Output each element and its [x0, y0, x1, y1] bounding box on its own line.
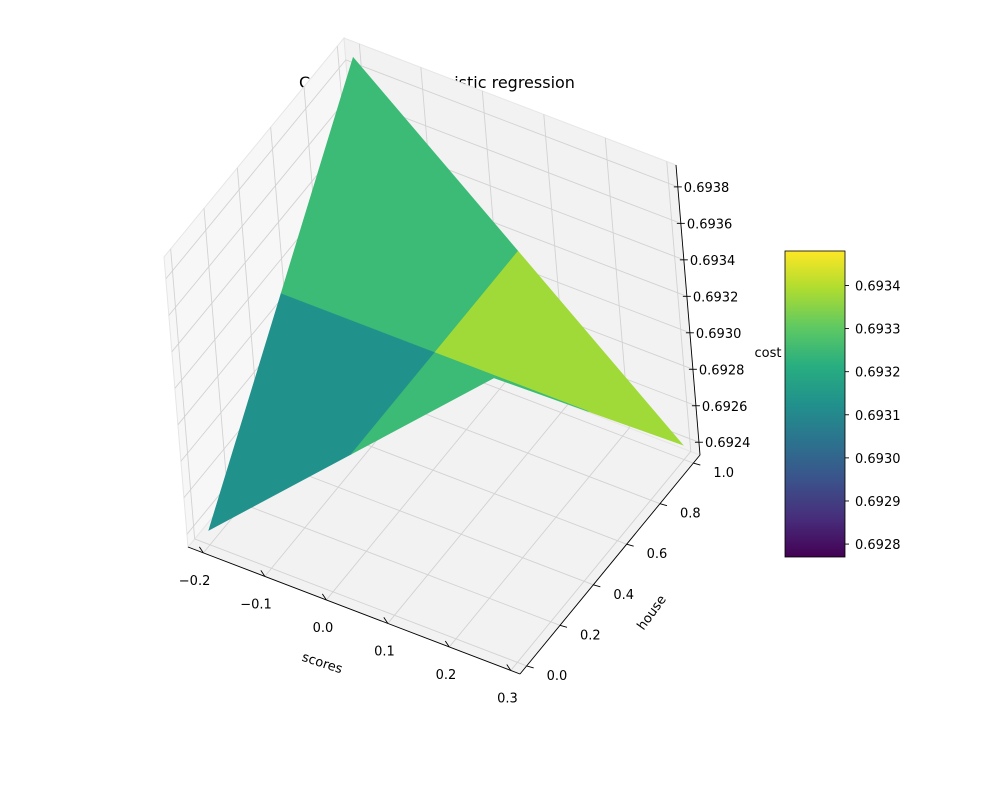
- x-tick-label: 0.0: [313, 621, 334, 636]
- z-axis-line: [675, 164, 701, 456]
- y-tick-mark: [593, 584, 601, 588]
- y-tick-label: 0.8: [680, 507, 701, 522]
- y-tick-label: 0.2: [580, 628, 601, 643]
- z-tick-label: 0.6930: [696, 327, 742, 342]
- x-axis-line: [187, 546, 521, 675]
- y-tick-label: 0.0: [547, 669, 568, 684]
- z-tick-label: 0.6938: [684, 181, 730, 196]
- x-tick-mark: [383, 617, 389, 624]
- x-grid-line: [448, 137, 630, 648]
- surface-plot: [208, 56, 684, 531]
- colorbar-tick-label: 0.6929: [855, 495, 901, 510]
- axes-lines: [187, 164, 701, 675]
- colorbar-gradient: [784, 250, 846, 558]
- x-tick-mark: [506, 664, 512, 671]
- z-tick-label: 0.6936: [687, 217, 733, 232]
- x-tick-label: −0.1: [240, 597, 272, 612]
- z-grid-line: [165, 59, 678, 280]
- z-tick-label: 0.6932: [693, 290, 739, 305]
- z-tick-label: 0.6934: [690, 254, 736, 269]
- x-tick-label: 0.1: [374, 644, 395, 659]
- colorbar-tick-label: 0.6928: [855, 538, 901, 553]
- x-grid-line: [510, 161, 692, 671]
- x-tick-mark: [260, 570, 266, 577]
- x-tick-mark: [198, 546, 204, 554]
- colorbar-tick-label: 0.6931: [855, 409, 901, 424]
- y-tick-mark: [526, 665, 534, 669]
- z-tick-label: 0.6928: [699, 363, 745, 378]
- colorbar: 0.6928 0.6929 0.6930 0.6931 0.6932 0.6933 0.69…: [784, 250, 901, 558]
- colorbar-tick-label: 0.6932: [855, 366, 901, 381]
- x-grid-line: [387, 114, 569, 624]
- z-tick-label: 0.6926: [702, 400, 748, 415]
- y-tick-label: 0.4: [613, 588, 634, 603]
- z-tick-label: 0.6924: [705, 436, 751, 451]
- x-tick-mark: [444, 640, 450, 648]
- colorbar-tick-label: 0.6930: [855, 452, 901, 467]
- x-tick-label: 0.3: [497, 691, 518, 706]
- y-tick-mark: [626, 543, 634, 547]
- y-axis-line: [519, 454, 701, 675]
- y-tick-mark: [659, 503, 668, 507]
- y-tick-mark: [559, 624, 568, 628]
- colorbar-tick-label: 0.6933: [855, 323, 901, 338]
- y-tick-label: 1.0: [713, 466, 734, 481]
- surface-facet: [351, 352, 589, 455]
- axes-ticks: −0.2 −0.1 0.0 0.1 0.2 0.3 0.0 0.2 0.4 0.6 0.8 1.0 0.…: [179, 181, 751, 707]
- colorbar-tick-label: 0.6934: [855, 279, 901, 294]
- y-grid-line: [170, 248, 527, 667]
- y-tick-mark: [693, 462, 701, 466]
- x-tick-label: −0.2: [179, 574, 211, 589]
- x-tick-label: 0.2: [436, 668, 457, 683]
- y-tick-label: 0.6: [647, 547, 668, 562]
- z-axis-label: cost: [755, 346, 782, 361]
- x-tick-mark: [321, 593, 327, 601]
